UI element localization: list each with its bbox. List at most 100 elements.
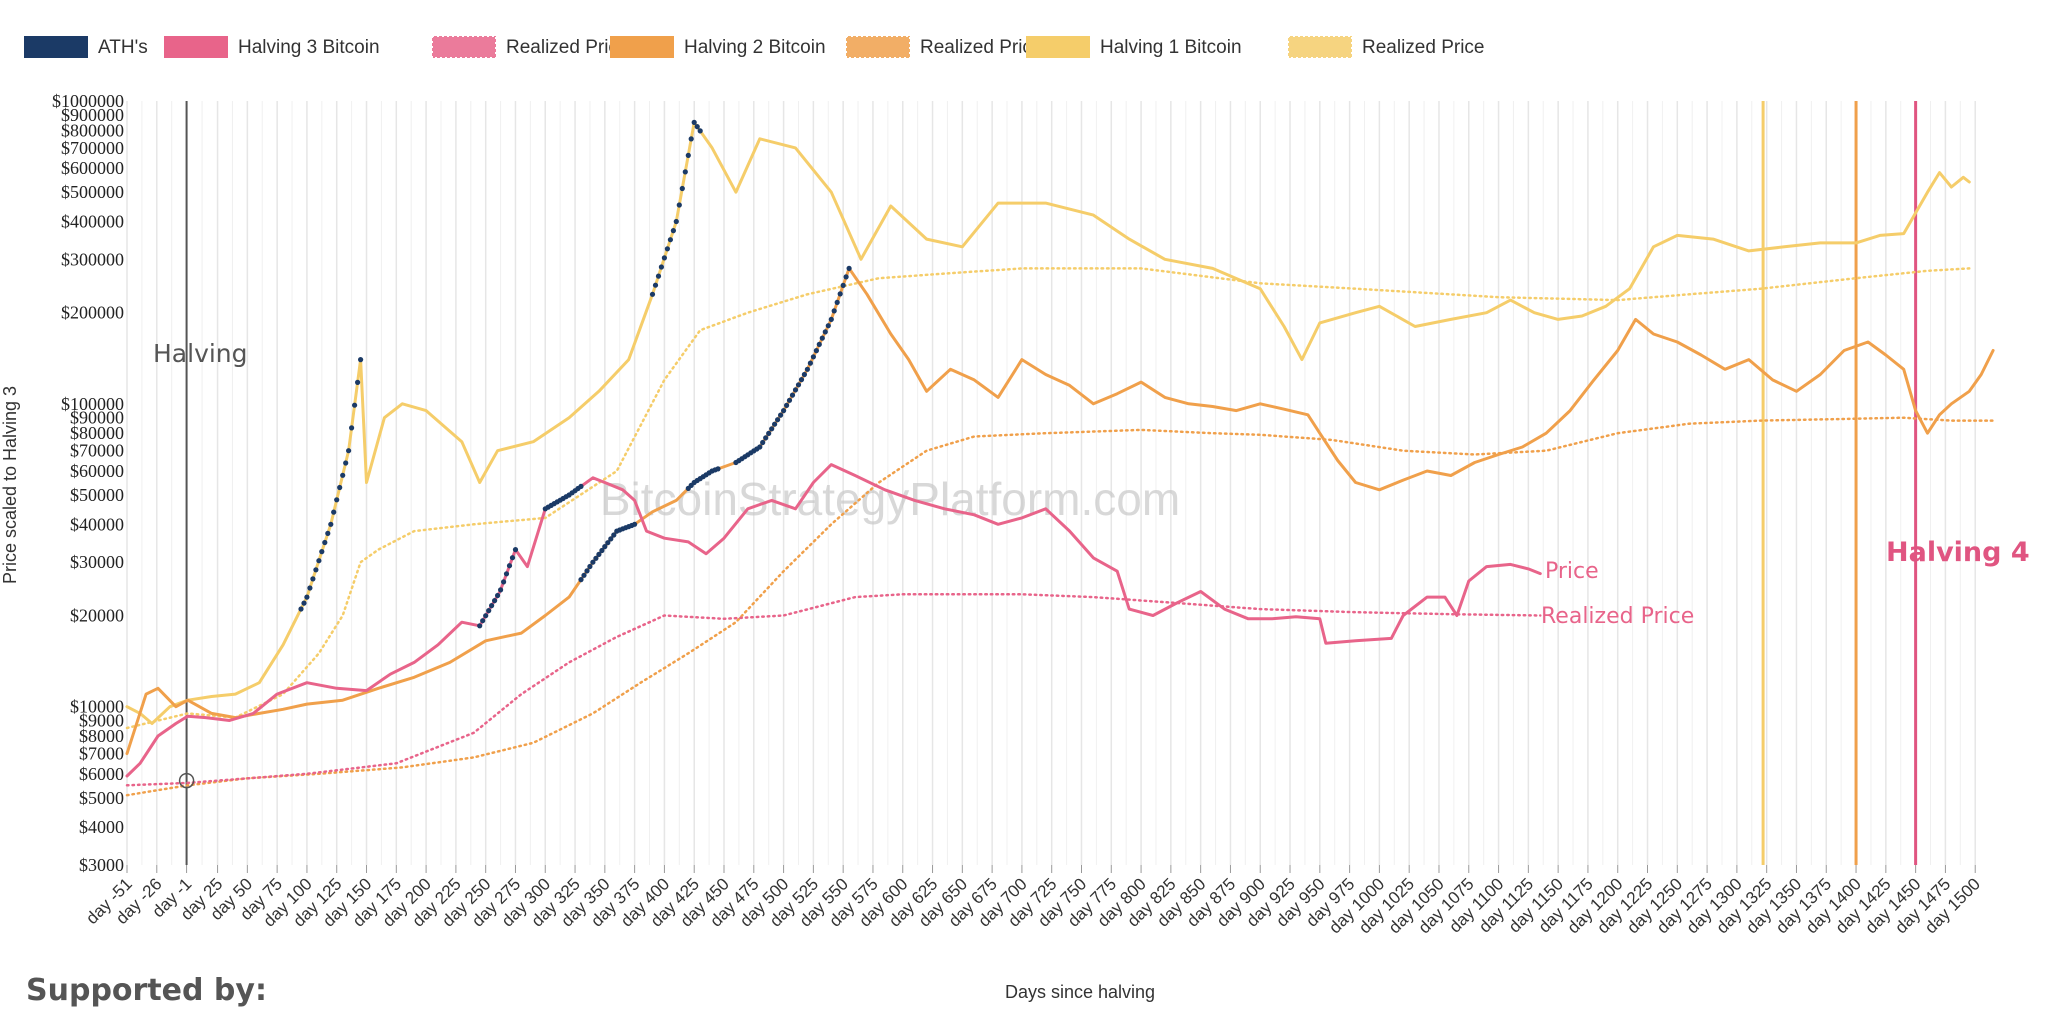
series-line-halving2_rp bbox=[125, 416, 1995, 797]
y-tick-label: $4000 bbox=[79, 817, 124, 837]
y-tick-label: $9000 bbox=[79, 711, 124, 731]
ath-point bbox=[328, 521, 334, 527]
ath-point bbox=[846, 265, 852, 271]
y-tick-label: $80000 bbox=[70, 423, 124, 443]
y-tick-label: $3000 bbox=[79, 855, 124, 875]
ath-point bbox=[715, 466, 721, 472]
legend-swatch-dots bbox=[431, 35, 497, 59]
ath-point bbox=[495, 592, 501, 599]
ath-point bbox=[775, 417, 781, 423]
legend-label: Halving 2 Bitcoin bbox=[684, 37, 826, 58]
price-label: Price bbox=[1545, 559, 1599, 584]
ath-point bbox=[498, 587, 504, 593]
ath-point bbox=[778, 412, 784, 418]
legend-swatch bbox=[24, 36, 88, 58]
ath-point bbox=[828, 316, 834, 322]
ath-point bbox=[786, 397, 793, 403]
ath-point bbox=[649, 291, 656, 297]
halving-marker bbox=[178, 772, 195, 789]
series-line-halving3 bbox=[125, 463, 1542, 778]
ath-point bbox=[697, 128, 703, 134]
ath-point bbox=[334, 497, 340, 503]
ath-point bbox=[358, 357, 364, 363]
ath-point bbox=[343, 460, 349, 466]
y-tick-label: $8000 bbox=[79, 726, 124, 746]
ath-point bbox=[843, 274, 849, 280]
ath-point bbox=[658, 264, 665, 270]
halving4-label: Halving 4 bbox=[1886, 537, 2030, 568]
ath-point bbox=[319, 549, 325, 555]
y-tick-label: $6000 bbox=[79, 764, 124, 784]
ath-point bbox=[349, 425, 355, 431]
legend-swatch bbox=[610, 36, 674, 58]
y-tick-label: $70000 bbox=[70, 441, 124, 461]
ath-point bbox=[322, 539, 328, 546]
ath-point bbox=[807, 360, 814, 366]
ath-point bbox=[664, 246, 671, 252]
ath-point bbox=[340, 472, 346, 478]
y-tick-label: $700000 bbox=[61, 138, 124, 158]
ath-point bbox=[346, 448, 352, 454]
ath-point bbox=[840, 282, 846, 288]
y-tick-label: $200000 bbox=[61, 303, 124, 323]
ath-point bbox=[506, 563, 513, 569]
ath-point bbox=[819, 335, 825, 341]
ath-point bbox=[512, 547, 519, 553]
ath-point bbox=[816, 341, 822, 347]
ath-point bbox=[301, 600, 307, 606]
ath-point bbox=[489, 603, 495, 609]
ath-point bbox=[503, 571, 510, 577]
ath-point bbox=[325, 530, 331, 537]
ath-point bbox=[676, 202, 682, 208]
ath-point bbox=[667, 237, 674, 243]
y-tick-label: $100000 bbox=[61, 394, 124, 414]
legend-label: Halving 3 Bitcoin bbox=[238, 37, 380, 58]
ath-point bbox=[331, 509, 337, 515]
y-tick-label: $1000000 bbox=[52, 91, 124, 111]
series-line-halving2 bbox=[125, 266, 1995, 756]
ath-point bbox=[694, 124, 700, 130]
ath-point bbox=[316, 558, 322, 564]
grid bbox=[126, 101, 1976, 865]
legend-label: Halving 1 Bitcoin bbox=[1100, 37, 1242, 58]
y-axis-ticks: $1000000$900000$800000$700000$600000 $500… bbox=[52, 91, 124, 875]
legend-swatch-dots bbox=[845, 35, 911, 59]
legend-swatch bbox=[846, 36, 910, 58]
y-tick-label: $10000 bbox=[70, 697, 124, 717]
ath-point bbox=[831, 308, 837, 314]
ath-point bbox=[804, 366, 811, 372]
ath-point bbox=[581, 572, 587, 578]
ath-point bbox=[652, 282, 659, 288]
ath-point bbox=[307, 585, 313, 591]
ath-point bbox=[822, 329, 828, 335]
legend: ATH's Halving 3 Bitcoin Realized Price Halv… bbox=[24, 35, 1485, 59]
x-axis-title: Days since halving bbox=[1005, 982, 1155, 1002]
ath-point bbox=[578, 483, 584, 489]
series-line-halving1 bbox=[125, 120, 1971, 725]
y-tick-label: $30000 bbox=[70, 552, 124, 572]
ath-point bbox=[682, 169, 688, 175]
ath-point bbox=[596, 551, 602, 558]
ath-point bbox=[337, 484, 343, 491]
ath-point bbox=[670, 228, 677, 234]
y-tick-label: $90000 bbox=[70, 408, 124, 428]
ath-point bbox=[661, 255, 668, 261]
legend-swatch-dots bbox=[1287, 35, 1353, 59]
ath-point bbox=[766, 430, 772, 436]
ath-point bbox=[655, 273, 662, 279]
ath-point bbox=[602, 544, 608, 550]
ath-point bbox=[688, 136, 694, 142]
ath-point bbox=[813, 348, 820, 354]
ath-point bbox=[486, 608, 492, 614]
halving-label: Halving bbox=[153, 339, 248, 368]
series-layer bbox=[125, 120, 1995, 797]
ath-point bbox=[492, 598, 498, 604]
ath-point bbox=[587, 563, 593, 570]
y-tick-label: $50000 bbox=[70, 485, 124, 505]
ath-point bbox=[477, 623, 483, 629]
legend-label: Realized Price bbox=[920, 37, 1043, 58]
ath-point bbox=[355, 379, 361, 385]
legend-label: Realized Price bbox=[1362, 37, 1485, 58]
y-tick-label: $40000 bbox=[70, 514, 124, 534]
